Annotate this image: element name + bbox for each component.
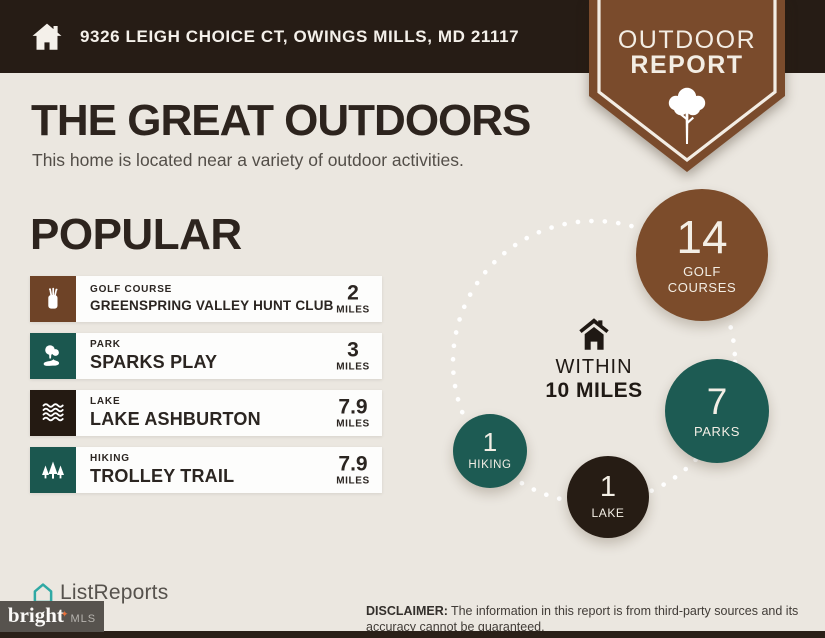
disclaimer-text: The information in this report is from t…	[366, 603, 799, 634]
bubble-hiking: 1 HIKING	[453, 414, 527, 488]
item-name: GREENSPRING VALLEY HUNT CLUB	[90, 297, 334, 313]
badge-title-line1: OUTDOOR	[617, 26, 757, 54]
item-distance: 7.9 MILES	[336, 452, 370, 487]
bubble-count: 1	[599, 471, 617, 504]
popular-list: GOLF COURSE GREENSPRING VALLEY HUNT CLUB…	[30, 276, 382, 504]
item-category: HIKING	[90, 452, 130, 464]
mls-wordmark: MLS	[70, 613, 97, 625]
item-name: LAKE ASHBURTON	[90, 409, 261, 430]
home-icon	[30, 20, 64, 54]
park-tree-icon	[30, 333, 76, 379]
listreports-wordmark: ListReports	[60, 581, 169, 604]
item-category: GOLF COURSE	[90, 284, 173, 296]
pine-trees-icon	[30, 447, 76, 493]
item-distance: 2 MILES	[336, 281, 370, 316]
bubble-label: HIKING	[468, 459, 512, 472]
radius-center-label: WITHIN 10 MILES	[534, 318, 654, 403]
home-marker-icon	[579, 318, 609, 350]
bubble-count: 1	[482, 427, 498, 458]
page-subtitle: This home is located near a variety of o…	[32, 150, 464, 170]
item-name: SPARKS PLAY	[90, 352, 218, 373]
page-title: THE GREAT OUTDOORS	[31, 96, 531, 145]
badge-title-line2: REPORT	[630, 51, 744, 79]
bubble-parks: 7 PARKS	[665, 359, 769, 463]
item-name: TROLLEY TRAIL	[90, 466, 235, 487]
list-item-lake: LAKE LAKE ASHBURTON 7.9 MILES	[30, 390, 382, 436]
bright-mls-logo: bright ✦ MLS	[0, 601, 104, 632]
outdoor-report-badge: OUTDOOR REPORT	[589, 0, 785, 176]
bubble-lake: 1 LAKE	[567, 456, 649, 538]
disclaimer-label: DISCLAIMER:	[366, 603, 448, 618]
bottom-accent-bar	[0, 631, 825, 638]
item-category: LAKE	[90, 395, 121, 407]
disclaimer: DISCLAIMER: The information in this repor…	[366, 603, 812, 636]
list-item-hiking: HIKING TROLLEY TRAIL 7.9 MILES	[30, 447, 382, 493]
spark-icon: ✦	[60, 609, 69, 619]
list-item-park: PARK SPARKS PLAY 3 MILES	[30, 333, 382, 379]
bright-wordmark: bright	[7, 603, 64, 627]
lake-waves-icon	[30, 390, 76, 436]
bubble-count: 14	[676, 211, 728, 264]
golf-bag-icon	[30, 276, 76, 322]
bubble-golf-courses: 14 GOLF COURSES	[636, 189, 768, 321]
badge-shape	[589, 0, 785, 172]
item-distance: 3 MILES	[336, 338, 370, 373]
bubble-label: GOLF COURSES	[667, 264, 737, 295]
bubble-label: LAKE	[591, 506, 625, 521]
bubble-count: 7	[706, 380, 728, 422]
popular-heading: POPULAR	[30, 210, 242, 259]
list-item-golf-course: GOLF COURSE GREENSPRING VALLEY HUNT CLUB…	[30, 276, 382, 322]
tree-icon	[668, 87, 706, 144]
item-distance: 7.9 MILES	[336, 395, 370, 430]
item-category: PARK	[90, 338, 121, 350]
property-address: 9326 LEIGH CHOICE CT, OWINGS MILLS, MD 2…	[80, 26, 520, 46]
bubble-label: PARKS	[693, 423, 741, 439]
